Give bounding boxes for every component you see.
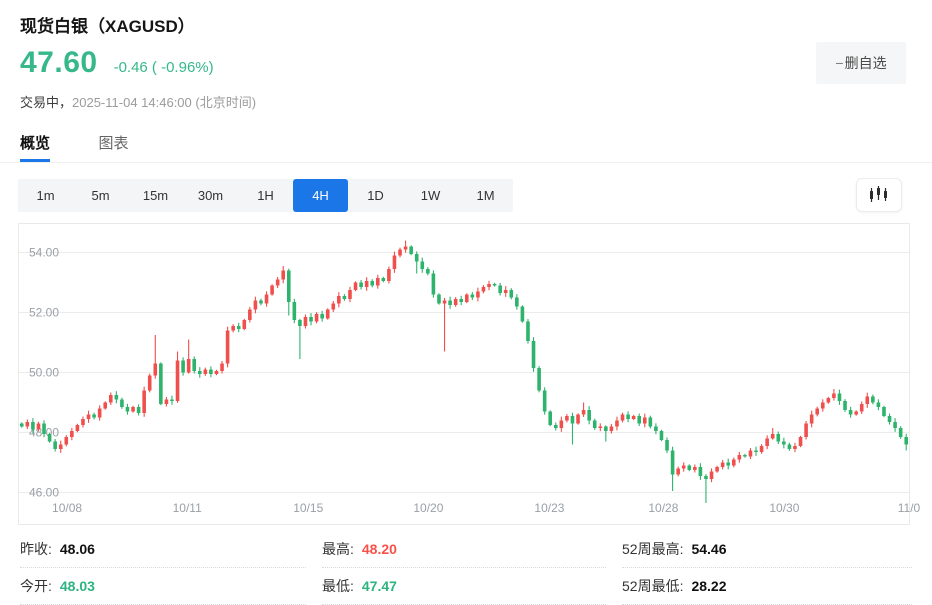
tab-overview-label: 概览 xyxy=(20,135,51,152)
stat-label: 今开: xyxy=(20,578,52,594)
remove-watchlist-button[interactable]: − 删自选 xyxy=(816,42,906,84)
stat-label: 最高: xyxy=(322,541,354,557)
svg-text:10/28: 10/28 xyxy=(648,501,678,515)
stat-label: 最低: xyxy=(322,578,354,594)
interval-5m[interactable]: 5m xyxy=(73,179,128,212)
stat-label: 52周最高: xyxy=(622,541,684,557)
svg-text:10/08: 10/08 xyxy=(52,501,82,515)
chart-toolbar: 1m 5m 15m 30m 1H 4H 1D 1W 1M xyxy=(18,178,902,213)
stat-value: 47.47 xyxy=(361,578,397,594)
last-price: 47.60 xyxy=(20,46,98,79)
svg-text:10/30: 10/30 xyxy=(769,501,799,515)
chart-canvas: 54.0052.0050.0048.0046.0010/0810/1110/15… xyxy=(19,240,921,515)
interval-15m[interactable]: 15m xyxy=(128,179,183,212)
stat-low: 最低: 47.47 xyxy=(322,568,606,605)
interval-4h[interactable]: 4H xyxy=(293,179,348,212)
stats-grid: 昨收: 48.06 最高: 48.20 52周最高: 54.46 今开: 48.… xyxy=(20,531,912,605)
candlestick-icon xyxy=(870,186,887,202)
chart-type-button[interactable] xyxy=(856,178,902,212)
stat-52w-high: 52周最高: 54.46 xyxy=(622,531,912,568)
svg-text:46.00: 46.00 xyxy=(29,486,59,500)
stat-value: 48.06 xyxy=(59,541,95,557)
candlestick-chart[interactable]: 54.0052.0050.0048.0046.0010/0810/1110/15… xyxy=(18,223,921,525)
stat-prev-close: 昨收: 48.06 xyxy=(20,531,306,568)
interval-1w[interactable]: 1W xyxy=(403,179,458,212)
price-row: 47.60 -0.46 ( -0.96%) xyxy=(20,46,214,80)
timezone-note: (北京时间) xyxy=(191,95,257,110)
svg-text:52.00: 52.00 xyxy=(29,306,59,320)
interval-1h[interactable]: 1H xyxy=(238,179,293,212)
price-change: -0.46 ( -0.96%) xyxy=(113,59,214,76)
interval-1m[interactable]: 1m xyxy=(18,179,73,212)
stat-open: 今开: 48.03 xyxy=(20,568,306,605)
interval-selector: 1m 5m 15m 30m 1H 4H 1D 1W 1M xyxy=(18,179,513,212)
stat-label: 52周最低: xyxy=(622,578,684,594)
page-title: 现货白银（XAGUSD） xyxy=(20,17,195,36)
stat-high: 最高: 48.20 xyxy=(322,531,606,568)
quote-timestamp: 2025-11-04 14:46:00 xyxy=(72,95,192,110)
svg-text:10/23: 10/23 xyxy=(534,501,564,515)
stat-value: 28.22 xyxy=(691,578,727,594)
status-row: 交易中，2025-11-04 14:46:00 (北京时间) xyxy=(20,92,256,111)
minus-icon: − xyxy=(835,55,844,71)
tab-overview[interactable]: 概览 xyxy=(20,133,51,162)
active-tab-underline xyxy=(20,159,51,162)
svg-text:10/11: 10/11 xyxy=(173,501,202,515)
svg-text:50.00: 50.00 xyxy=(29,366,59,380)
trading-status: 交易中， xyxy=(20,95,73,110)
svg-text:11/0: 11/0 xyxy=(898,501,921,515)
interval-1d[interactable]: 1D xyxy=(348,179,403,212)
tab-bar: 概览 图表 xyxy=(0,133,932,163)
watch-button-label: 删自选 xyxy=(844,55,887,71)
stat-label: 昨收: xyxy=(20,541,52,557)
stat-52w-low: 52周最低: 28.22 xyxy=(622,568,912,605)
svg-text:54.00: 54.00 xyxy=(29,246,59,260)
stat-value: 48.20 xyxy=(361,541,397,557)
interval-1M[interactable]: 1M xyxy=(458,179,513,212)
stat-value: 48.03 xyxy=(59,578,95,594)
stat-value: 54.46 xyxy=(691,541,727,557)
interval-30m[interactable]: 30m xyxy=(183,179,238,212)
svg-text:10/20: 10/20 xyxy=(413,501,443,515)
svg-text:10/15: 10/15 xyxy=(293,501,323,515)
tab-chart[interactable]: 图表 xyxy=(98,133,128,162)
tab-chart-label: 图表 xyxy=(98,135,129,152)
